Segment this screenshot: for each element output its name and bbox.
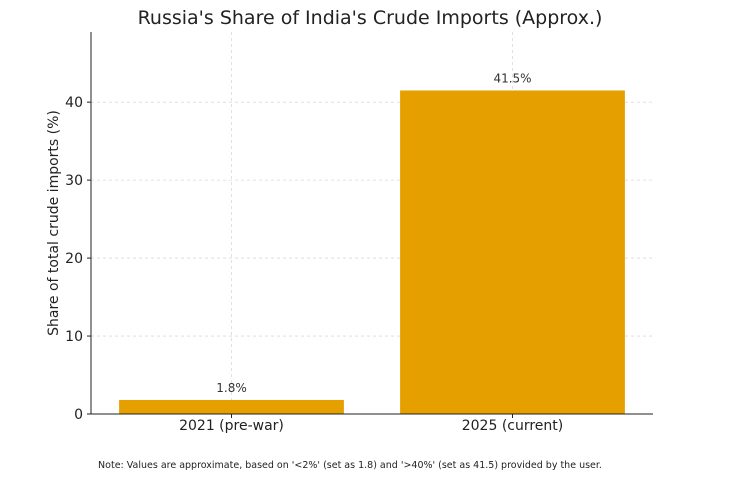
y-tick-label: 10 xyxy=(65,329,83,345)
y-tick-label: 20 xyxy=(65,251,83,267)
labels: 1.8% 41.5% 0 10 20 30 40 2021 (pre-war) 2025 (cu… xyxy=(65,71,563,434)
bar-value-label: 41.5% xyxy=(493,71,531,85)
x-tick-label: 2021 (pre-war) xyxy=(179,418,284,434)
y-tick-label: 40 xyxy=(65,95,83,111)
y-axis-title: Share of total crude imports (%) xyxy=(46,110,62,336)
footnote: Note: Values are approximate, based on '… xyxy=(98,460,602,471)
axes xyxy=(87,32,653,418)
bar xyxy=(119,399,344,414)
x-tick-label: 2025 (current) xyxy=(462,418,564,434)
bar xyxy=(400,90,625,414)
bar-value-label: 1.8% xyxy=(216,381,247,395)
y-tick-label: 30 xyxy=(65,173,83,189)
chart-title: Russia's Share of India's Crude Imports … xyxy=(138,7,603,29)
bars xyxy=(119,90,625,414)
y-tick-label: 0 xyxy=(74,407,83,423)
